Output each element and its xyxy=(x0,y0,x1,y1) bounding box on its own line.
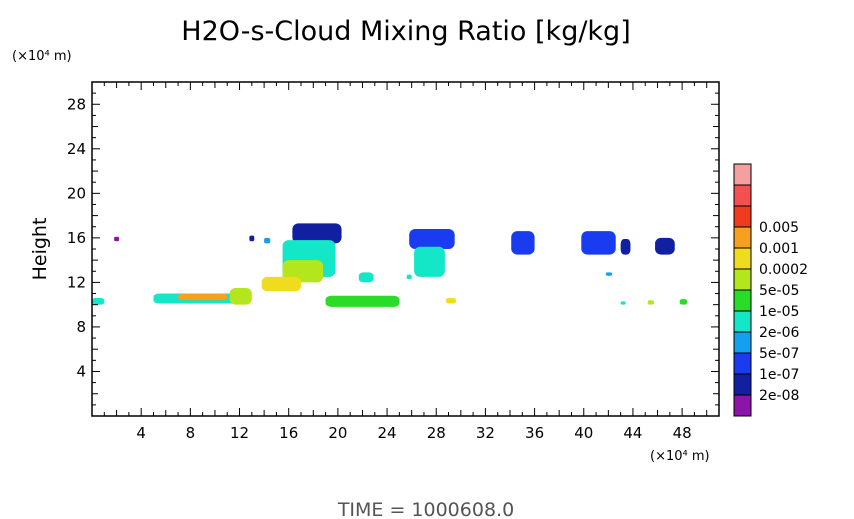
colorbar-label: 0.001 xyxy=(759,241,799,257)
y-tick-label: 16 xyxy=(67,229,86,247)
colorbar-swatch xyxy=(733,247,752,270)
colorbar-swatch xyxy=(733,226,752,249)
x-tick-label: 16 xyxy=(279,424,298,442)
colorbar-swatch xyxy=(733,184,752,207)
y-tick-label: 8 xyxy=(76,318,86,336)
heatmap-region-small-left-dot xyxy=(114,236,120,242)
heatmap-region-dot-42 xyxy=(605,272,613,276)
heatmap-region-tower-18-core xyxy=(282,260,324,283)
colorbar-label: 1e-07 xyxy=(759,367,799,383)
colorbar-label: 5e-07 xyxy=(759,346,799,362)
heatmap-region-dot-48-low xyxy=(679,299,688,305)
heatmap-region-cloud-44 xyxy=(620,238,631,255)
y-tick-label: 12 xyxy=(67,273,86,291)
colorbar-swatch xyxy=(733,394,752,417)
x-tick-label: 28 xyxy=(427,424,446,442)
x-tick-label: 44 xyxy=(623,424,642,442)
time-label: TIME = 1000608.0 xyxy=(337,499,514,519)
y-tick-label: 20 xyxy=(67,184,86,202)
heatmap-region-dot-45-low xyxy=(647,300,654,305)
y-axis-label: Height xyxy=(29,218,51,281)
colorbar-swatch xyxy=(733,289,752,312)
heatmap-region-cloud-40 xyxy=(581,231,616,255)
x-tick-label: 32 xyxy=(476,424,495,442)
heatmap-region-cloud-34 xyxy=(511,231,535,255)
colorbar-swatch xyxy=(733,163,752,186)
x-axis-unit: (×10⁴ m) xyxy=(650,449,710,464)
y-tick-label: 28 xyxy=(67,95,86,113)
x-tick-label: 48 xyxy=(673,424,692,442)
x-tick-label: 12 xyxy=(230,424,249,442)
heatmap-region-dot-14 xyxy=(264,237,271,244)
heatmap-region-tower-28-body xyxy=(414,246,445,277)
x-tick-label: 8 xyxy=(186,424,196,442)
colorbar-label: 5e-05 xyxy=(759,283,799,299)
x-tick-label: 24 xyxy=(378,424,397,442)
y-axis-unit: (×10⁴ m) xyxy=(12,49,72,64)
y-axis: 4 8 12 16 20 24 28 xyxy=(67,92,719,406)
heatmap-region-layer-20-24 xyxy=(325,295,400,307)
heatmap-region-dot-22 xyxy=(358,272,374,283)
x-tick-label: 36 xyxy=(525,424,544,442)
heatmap-region-tower-18-foot xyxy=(261,276,301,292)
colorbar-legend: 2e-08 1e-07 5e-07 2e-06 1e-05 5e-05 0.0002 0.00… xyxy=(733,163,808,417)
colorbar-label: 1e-05 xyxy=(759,304,799,320)
colorbar-label: 0.0002 xyxy=(759,262,808,278)
heatmap-field xyxy=(92,223,688,307)
heatmap-region-dot-26 xyxy=(406,274,412,280)
heatmap-region-tower-28-top xyxy=(409,228,455,249)
x-tick-label: 4 xyxy=(136,424,146,442)
heatmap-region-dot-13 xyxy=(249,235,255,242)
heatmap-region-cloud-47 xyxy=(655,237,675,255)
colorbar-label: 0.005 xyxy=(759,220,799,236)
colorbar-swatch xyxy=(733,373,752,396)
x-tick-label: 20 xyxy=(328,424,347,442)
y-tick-label: 4 xyxy=(76,362,86,380)
y-tick-label: 24 xyxy=(67,140,86,158)
colorbar-swatch xyxy=(733,268,752,291)
heatmap-region-layer-8km-core xyxy=(178,293,228,301)
heatmap-region-small-29-low xyxy=(446,297,456,304)
colorbar-swatch xyxy=(733,331,752,354)
colorbar-label: 2e-06 xyxy=(759,325,799,341)
x-tick-label: 40 xyxy=(574,424,593,442)
colorbar-swatch xyxy=(733,205,752,228)
x-axis: 4 8 12 16 20 24 28 32 36 40 44 48 xyxy=(103,82,708,442)
colorbar-swatch xyxy=(733,310,752,333)
chart-title: H2O-s-Cloud Mixing Ratio [kg/kg] xyxy=(181,16,630,47)
colorbar-label: 2e-08 xyxy=(759,388,799,404)
colorbar-swatch xyxy=(733,352,752,375)
heatmap-region-dot-43-low xyxy=(620,301,626,305)
heatmap-region-tower-18-top xyxy=(292,223,342,244)
heatmap-region-layer-left-edge xyxy=(92,297,105,305)
heatmap-region-layer-12km-blob xyxy=(229,287,252,305)
